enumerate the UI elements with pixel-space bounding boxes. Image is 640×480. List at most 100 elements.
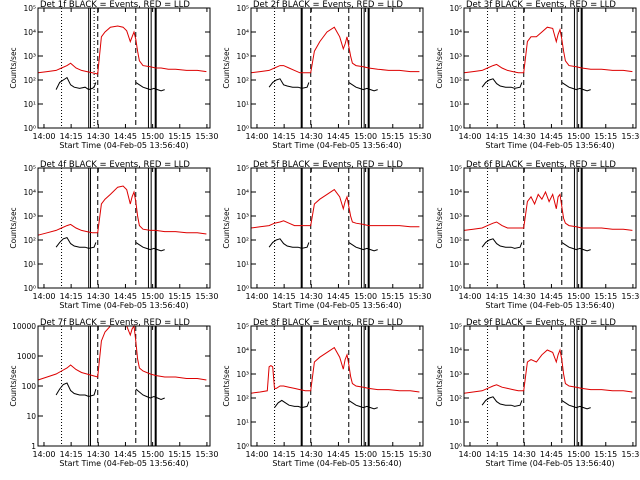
y-tick-label: 1000	[17, 352, 36, 361]
x-axis-label: Start Time (04-Feb-05 13:56:40)	[59, 141, 188, 150]
y-tick-label: 10⁵	[449, 322, 462, 331]
y-tick-label: 10²	[449, 76, 462, 85]
plot-frame	[37, 7, 211, 129]
events-series-line	[135, 388, 165, 401]
x-tick-label: 15:15	[594, 292, 617, 301]
y-tick-label: 10³	[236, 370, 249, 379]
y-tick-label: 10¹	[23, 260, 36, 269]
events-series-line	[481, 238, 523, 249]
detector-panel-2: Det 2f BLACK = Events, RED = LLD 14:00 14:…	[222, 0, 431, 150]
y-tick-label: 10⁴	[236, 188, 249, 197]
x-axis-label: Start Time (04-Feb-05 13:56:40)	[272, 301, 401, 310]
panel-title: Det 9f BLACK = Events, RED = LLD	[466, 318, 616, 328]
x-tick-label: 14:15	[273, 450, 296, 459]
panel-title: Det 6f BLACK = Events, RED = LLD	[466, 160, 616, 170]
x-tick-label: 14:30	[300, 292, 323, 301]
y-tick-label: 10⁵	[236, 4, 249, 13]
y-tick-label: 10⁰	[23, 124, 36, 133]
y-tick-label: 10²	[236, 394, 249, 403]
x-tick-label: 14:30	[513, 292, 536, 301]
y-tick-label: 10¹	[449, 100, 462, 109]
x-tick-label: 15:15	[381, 132, 404, 141]
y-tick-label: 10²	[23, 76, 36, 85]
y-tick-label: 10⁴	[236, 346, 249, 355]
lld-series-line	[463, 26, 633, 74]
y-tick-label: 10³	[449, 212, 462, 221]
y-tick-label: 10⁰	[236, 284, 249, 293]
y-axis-label: Counts/sec	[222, 207, 231, 248]
x-tick-label: 15:15	[594, 450, 617, 459]
x-tick-label: 14:45	[327, 292, 350, 301]
events-series-line	[561, 81, 591, 92]
y-tick-label: 100	[22, 382, 37, 391]
y-axis-label: Counts/sec	[435, 47, 444, 88]
x-tick-label: 14:45	[540, 450, 563, 459]
lld-series-line	[250, 26, 420, 74]
lld-series-line	[37, 25, 207, 75]
y-axis-label: Counts/sec	[222, 365, 231, 406]
y-tick-label: 10²	[236, 236, 249, 245]
y-tick-label: 10⁵	[449, 164, 462, 173]
y-tick-label: 10⁵	[236, 164, 249, 173]
y-tick-label: 1	[31, 442, 36, 451]
x-tick-label: 15:00	[567, 132, 590, 141]
x-tick-label: 15:15	[594, 132, 617, 141]
plot-frame	[463, 7, 637, 129]
x-tick-label: 15:15	[168, 292, 191, 301]
y-tick-label: 10⁴	[23, 188, 36, 197]
y-tick-label: 10¹	[236, 418, 249, 427]
x-tick-label: 14:15	[486, 292, 509, 301]
y-tick-label: 10⁰	[449, 124, 462, 133]
y-tick-label: 10²	[236, 76, 249, 85]
x-tick-label: 14:30	[87, 450, 110, 459]
y-tick-label: 10⁰	[449, 442, 462, 451]
y-axis-label: Counts/sec	[435, 365, 444, 406]
x-tick-label: 14:45	[114, 450, 137, 459]
x-tick-label: 15:00	[141, 450, 164, 459]
x-tick-label: 14:30	[513, 132, 536, 141]
y-tick-label: 10⁴	[449, 346, 462, 355]
events-series-line	[274, 399, 310, 409]
detector-panel-7: Det 7f BLACK = Events, RED = LLD 14:00 14:…	[9, 318, 218, 468]
lld-series-line	[250, 346, 420, 394]
y-tick-label: 10¹	[449, 418, 462, 427]
x-tick-label: 15:30	[408, 450, 431, 459]
detector-panel-8: Det 8f BLACK = Events, RED = LLD 14:00 14:…	[222, 318, 431, 468]
x-axis-label: Start Time (04-Feb-05 13:56:40)	[272, 141, 401, 150]
x-tick-label: 15:00	[567, 450, 590, 459]
lld-series-line	[37, 324, 207, 381]
y-tick-label: 10000	[12, 322, 36, 331]
detector-panel-4: Det 4f BLACK = Events, RED = LLD 14:00 14:…	[9, 160, 218, 310]
x-tick-label: 15:00	[354, 132, 377, 141]
x-tick-label: 15:00	[354, 292, 377, 301]
x-tick-label: 15:30	[408, 292, 431, 301]
detector-panel-1: Det 1f BLACK = Events, RED = LLD 14:00 14:…	[9, 0, 218, 150]
events-series-line	[135, 81, 165, 92]
plot-frame	[37, 325, 211, 447]
panel-title: Det 5f BLACK = Events, RED = LLD	[253, 160, 403, 170]
detector-panel-9: Det 9f BLACK = Events, RED = LLD 14:00 14:…	[435, 318, 640, 468]
events-series-line	[481, 78, 523, 89]
x-tick-label: 14:15	[273, 132, 296, 141]
x-axis-label: Start Time (04-Feb-05 13:56:40)	[59, 301, 188, 310]
y-tick-label: 10³	[449, 52, 462, 61]
x-tick-label: 14:45	[114, 292, 137, 301]
panel-title: Det 4f BLACK = Events, RED = LLD	[40, 160, 190, 170]
detector-panel-5: Det 5f BLACK = Events, RED = LLD 14:00 14:…	[222, 160, 431, 310]
y-tick-label: 10⁴	[236, 28, 249, 37]
x-tick-label: 14:45	[114, 132, 137, 141]
plot-frame	[250, 7, 424, 129]
plot-frame	[250, 325, 424, 447]
panel-title: Det 7f BLACK = Events, RED = LLD	[40, 318, 190, 328]
x-tick-label: 14:30	[513, 450, 536, 459]
events-series-line	[348, 241, 378, 252]
plot-frame	[463, 167, 637, 289]
x-axis-label: Start Time (04-Feb-05 13:56:40)	[485, 141, 614, 150]
x-tick-label: 14:30	[87, 292, 110, 301]
x-tick-label: 15:00	[141, 132, 164, 141]
panel-title: Det 3f BLACK = Events, RED = LLD	[466, 0, 616, 10]
y-axis-label: Counts/sec	[9, 207, 18, 248]
panel-title: Det 2f BLACK = Events, RED = LLD	[253, 0, 403, 10]
x-tick-label: 14:15	[60, 132, 83, 141]
